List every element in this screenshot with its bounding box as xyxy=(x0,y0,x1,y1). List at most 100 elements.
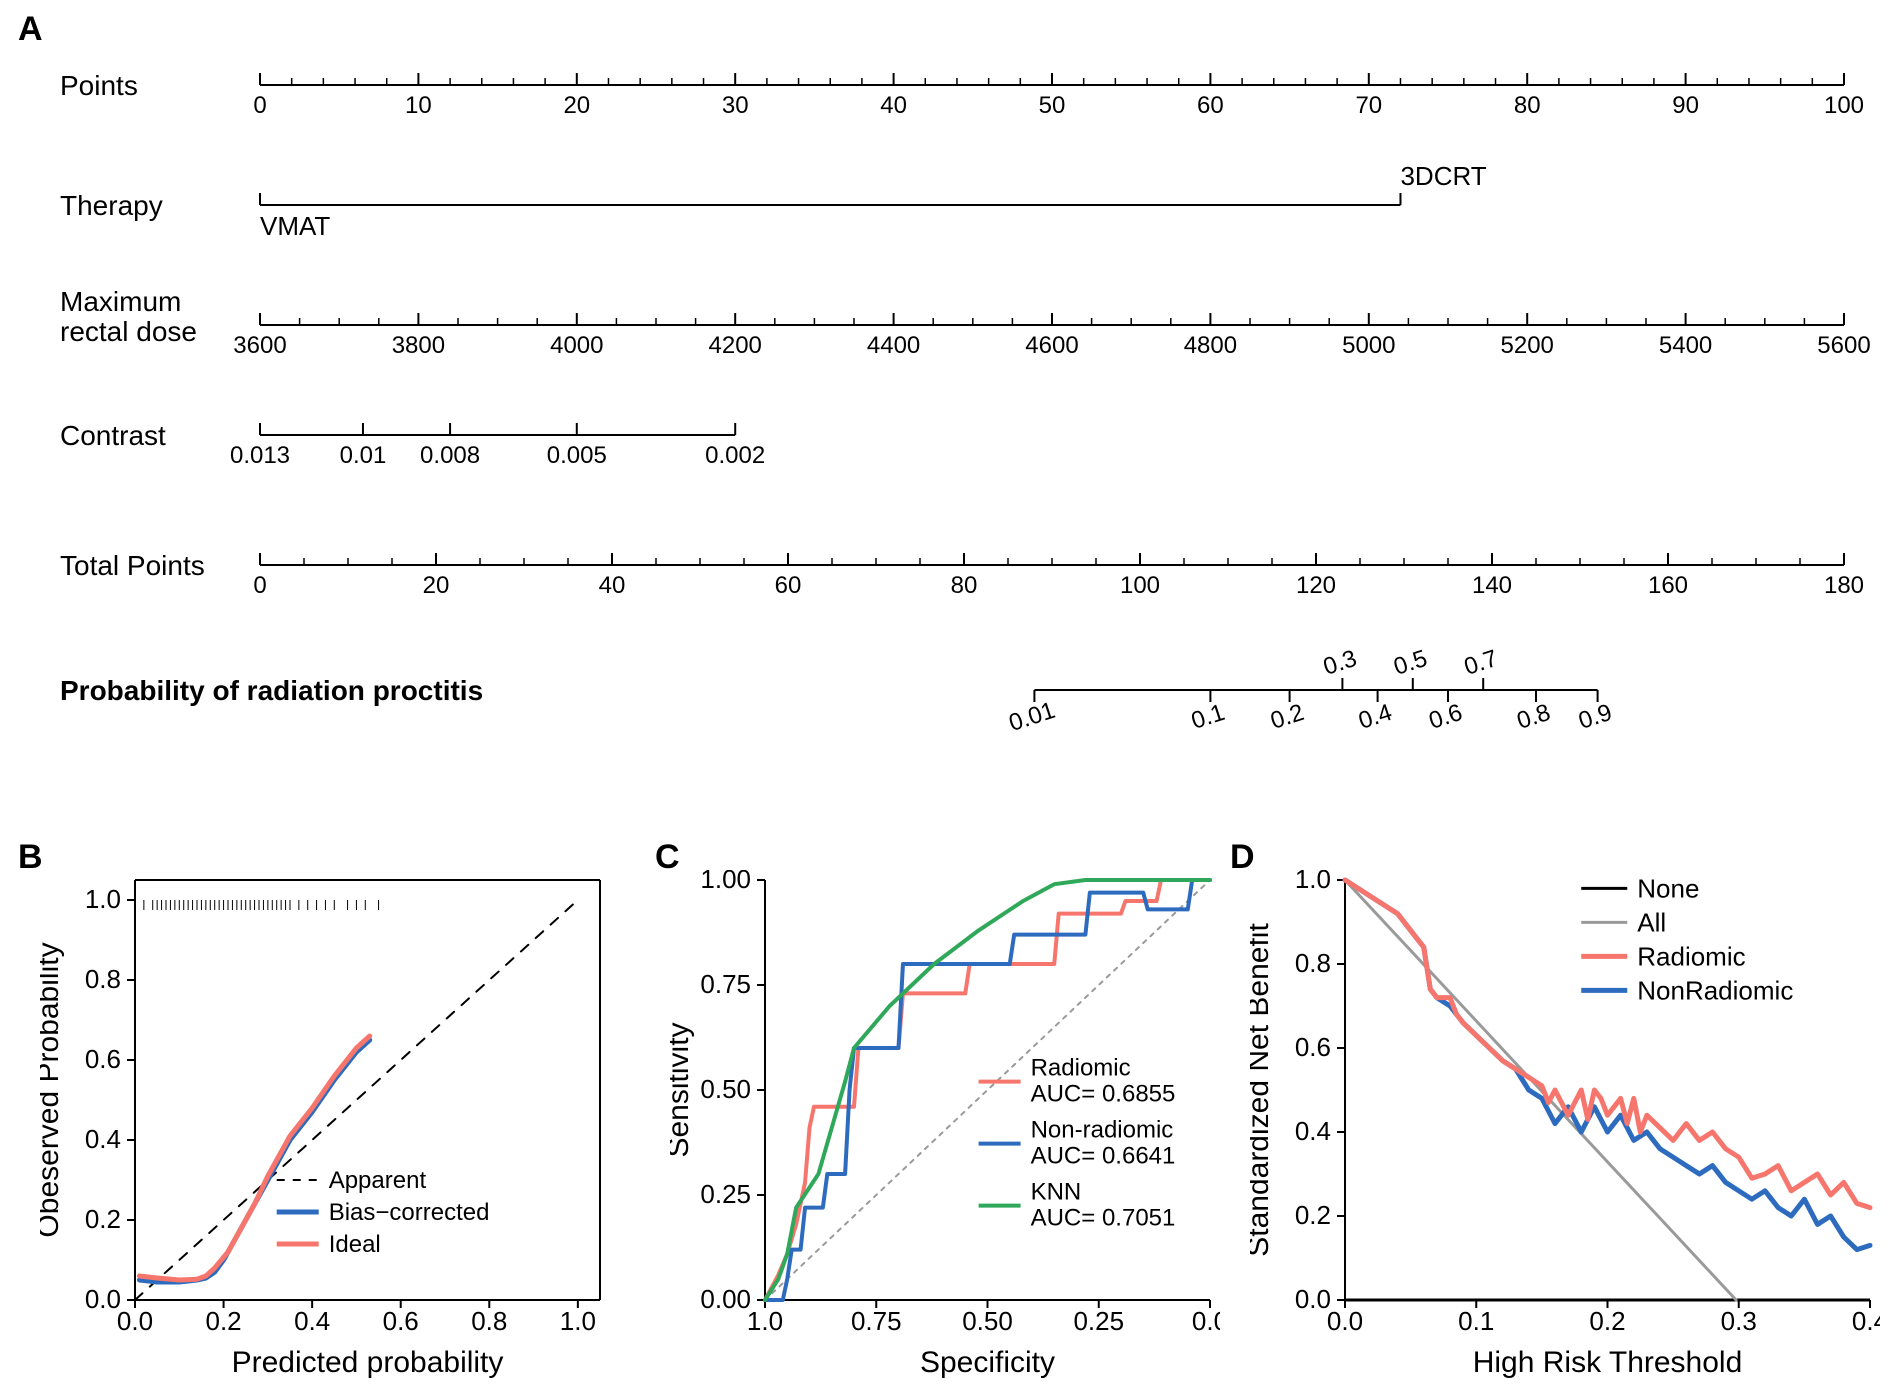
svg-text:60: 60 xyxy=(775,572,802,599)
svg-text:20: 20 xyxy=(423,572,450,599)
svg-text:0.75: 0.75 xyxy=(851,1306,902,1336)
svg-text:120: 120 xyxy=(1296,572,1336,599)
svg-text:Specificity: Specificity xyxy=(920,1346,1055,1379)
svg-text:Predicted probability: Predicted probability xyxy=(232,1346,504,1379)
svg-text:5600: 5600 xyxy=(1817,332,1870,359)
svg-text:3800: 3800 xyxy=(392,332,445,359)
svg-text:4400: 4400 xyxy=(867,332,920,359)
svg-text:10: 10 xyxy=(405,92,432,119)
svg-text:0.005: 0.005 xyxy=(547,442,607,469)
svg-text:0.8: 0.8 xyxy=(1514,699,1554,735)
calibration-plot: 0.0 0.2 0.4 0.6 0.8 1.0 0.0 0.2 0.4 0.6 0.8 1.0 Pred… xyxy=(40,870,610,1380)
svg-text:0.7: 0.7 xyxy=(1461,645,1501,681)
svg-text:0.25: 0.25 xyxy=(1073,1306,1124,1336)
svg-text:1.0: 1.0 xyxy=(747,1306,783,1336)
svg-text:0.00: 0.00 xyxy=(700,1284,751,1314)
svg-text:Sensitivity: Sensitivity xyxy=(670,1022,695,1157)
svg-text:0.50: 0.50 xyxy=(962,1306,1013,1336)
svg-text:0.0: 0.0 xyxy=(1192,1306,1220,1336)
svg-text:0.50: 0.50 xyxy=(700,1074,751,1104)
svg-text:0.9: 0.9 xyxy=(1575,699,1615,735)
svg-text:0.4: 0.4 xyxy=(1852,1306,1880,1336)
svg-text:0.6: 0.6 xyxy=(1295,1032,1331,1062)
svg-text:0.01: 0.01 xyxy=(1006,697,1059,737)
svg-text:0.2: 0.2 xyxy=(1589,1306,1625,1336)
svg-text:0.4: 0.4 xyxy=(1355,699,1395,735)
svg-text:0: 0 xyxy=(253,572,266,599)
svg-text:0.4: 0.4 xyxy=(1295,1116,1331,1146)
svg-text:80: 80 xyxy=(1514,92,1541,119)
svg-text:Probability of radiation proct: Probability of radiation proctitis xyxy=(60,675,483,706)
svg-text:0.1: 0.1 xyxy=(1458,1306,1494,1336)
decision-curve-plot: 0.00.10.20.30.40.00.20.40.60.81.0High Ri… xyxy=(1250,870,1880,1380)
svg-text:Apparent: Apparent xyxy=(329,1167,427,1194)
svg-text:1.0: 1.0 xyxy=(1295,870,1331,894)
svg-text:0.002: 0.002 xyxy=(705,442,765,469)
svg-text:0.0: 0.0 xyxy=(85,1284,121,1314)
svg-text:0.2: 0.2 xyxy=(1267,699,1307,735)
svg-text:5000: 5000 xyxy=(1342,332,1395,359)
svg-text:30: 30 xyxy=(722,92,749,119)
svg-text:4600: 4600 xyxy=(1025,332,1078,359)
svg-text:0.2: 0.2 xyxy=(1295,1200,1331,1230)
svg-text:4800: 4800 xyxy=(1184,332,1237,359)
svg-text:0.8: 0.8 xyxy=(85,964,121,994)
svg-text:Contrast: Contrast xyxy=(60,420,166,451)
svg-text:0.25: 0.25 xyxy=(700,1179,751,1209)
svg-text:Therapy: Therapy xyxy=(60,190,163,221)
svg-text:160: 160 xyxy=(1648,572,1688,599)
svg-text:0.75: 0.75 xyxy=(700,969,751,999)
svg-text:1.0: 1.0 xyxy=(560,1306,596,1336)
svg-text:AUC= 0.6641: AUC= 0.6641 xyxy=(1031,1143,1176,1170)
svg-text:High Risk Threshold: High Risk Threshold xyxy=(1473,1346,1743,1379)
svg-text:1.0: 1.0 xyxy=(85,884,121,914)
svg-text:0.3: 0.3 xyxy=(1721,1306,1757,1336)
svg-text:0.6: 0.6 xyxy=(383,1306,419,1336)
svg-text:1.00: 1.00 xyxy=(700,870,751,894)
svg-text:0.1: 0.1 xyxy=(1188,699,1228,735)
svg-text:0.0: 0.0 xyxy=(117,1306,153,1336)
svg-text:0.8: 0.8 xyxy=(471,1306,507,1336)
svg-text:AUC= 0.6855: AUC= 0.6855 xyxy=(1031,1081,1176,1108)
nomogram: PointsTherapyMaximumrectal doseContrastT… xyxy=(0,30,1904,830)
svg-text:KNN: KNN xyxy=(1031,1179,1082,1206)
svg-text:180: 180 xyxy=(1824,572,1864,599)
svg-text:3600: 3600 xyxy=(233,332,286,359)
svg-text:Non-radiomic: Non-radiomic xyxy=(1031,1117,1174,1144)
svg-text:70: 70 xyxy=(1355,92,1382,119)
panel-label-b: B xyxy=(18,838,43,877)
svg-text:60: 60 xyxy=(1197,92,1224,119)
svg-text:0.01: 0.01 xyxy=(340,442,387,469)
svg-text:90: 90 xyxy=(1672,92,1699,119)
svg-text:4200: 4200 xyxy=(709,332,762,359)
svg-text:50: 50 xyxy=(1039,92,1066,119)
svg-text:None: None xyxy=(1637,873,1699,903)
svg-text:Standardized Net Benefit: Standardized Net Benefit xyxy=(1250,923,1275,1257)
roc-plot: 1.0 0.75 0.50 0.25 0.0 0.00 0.25 0.50 0.75 1.00 Sp… xyxy=(670,870,1220,1380)
svg-text:Bias−corrected: Bias−corrected xyxy=(329,1199,490,1226)
svg-text:3DCRT: 3DCRT xyxy=(1400,161,1486,191)
svg-text:100: 100 xyxy=(1824,92,1864,119)
svg-text:0.2: 0.2 xyxy=(85,1204,121,1234)
svg-text:140: 140 xyxy=(1472,572,1512,599)
svg-text:All: All xyxy=(1637,907,1666,937)
svg-text:0.6: 0.6 xyxy=(1426,699,1466,735)
svg-text:0.5: 0.5 xyxy=(1390,645,1430,681)
svg-text:0.6: 0.6 xyxy=(85,1044,121,1074)
svg-text:0: 0 xyxy=(253,92,266,119)
svg-text:0.0: 0.0 xyxy=(1295,1284,1331,1314)
svg-text:rectal dose: rectal dose xyxy=(60,316,197,347)
svg-text:Obeserved Probability: Obeserved Probability xyxy=(40,942,65,1237)
svg-text:Ideal: Ideal xyxy=(329,1231,381,1258)
svg-text:AUC= 0.7051: AUC= 0.7051 xyxy=(1031,1205,1176,1232)
svg-text:VMAT: VMAT xyxy=(260,211,330,241)
svg-text:0.4: 0.4 xyxy=(85,1124,121,1154)
svg-text:5400: 5400 xyxy=(1659,332,1712,359)
svg-text:0.2: 0.2 xyxy=(205,1306,241,1336)
svg-text:40: 40 xyxy=(599,572,626,599)
svg-text:5200: 5200 xyxy=(1501,332,1554,359)
svg-text:0.4: 0.4 xyxy=(294,1306,330,1336)
svg-text:Radiomic: Radiomic xyxy=(1637,941,1745,971)
svg-text:80: 80 xyxy=(951,572,978,599)
svg-text:0.008: 0.008 xyxy=(420,442,480,469)
